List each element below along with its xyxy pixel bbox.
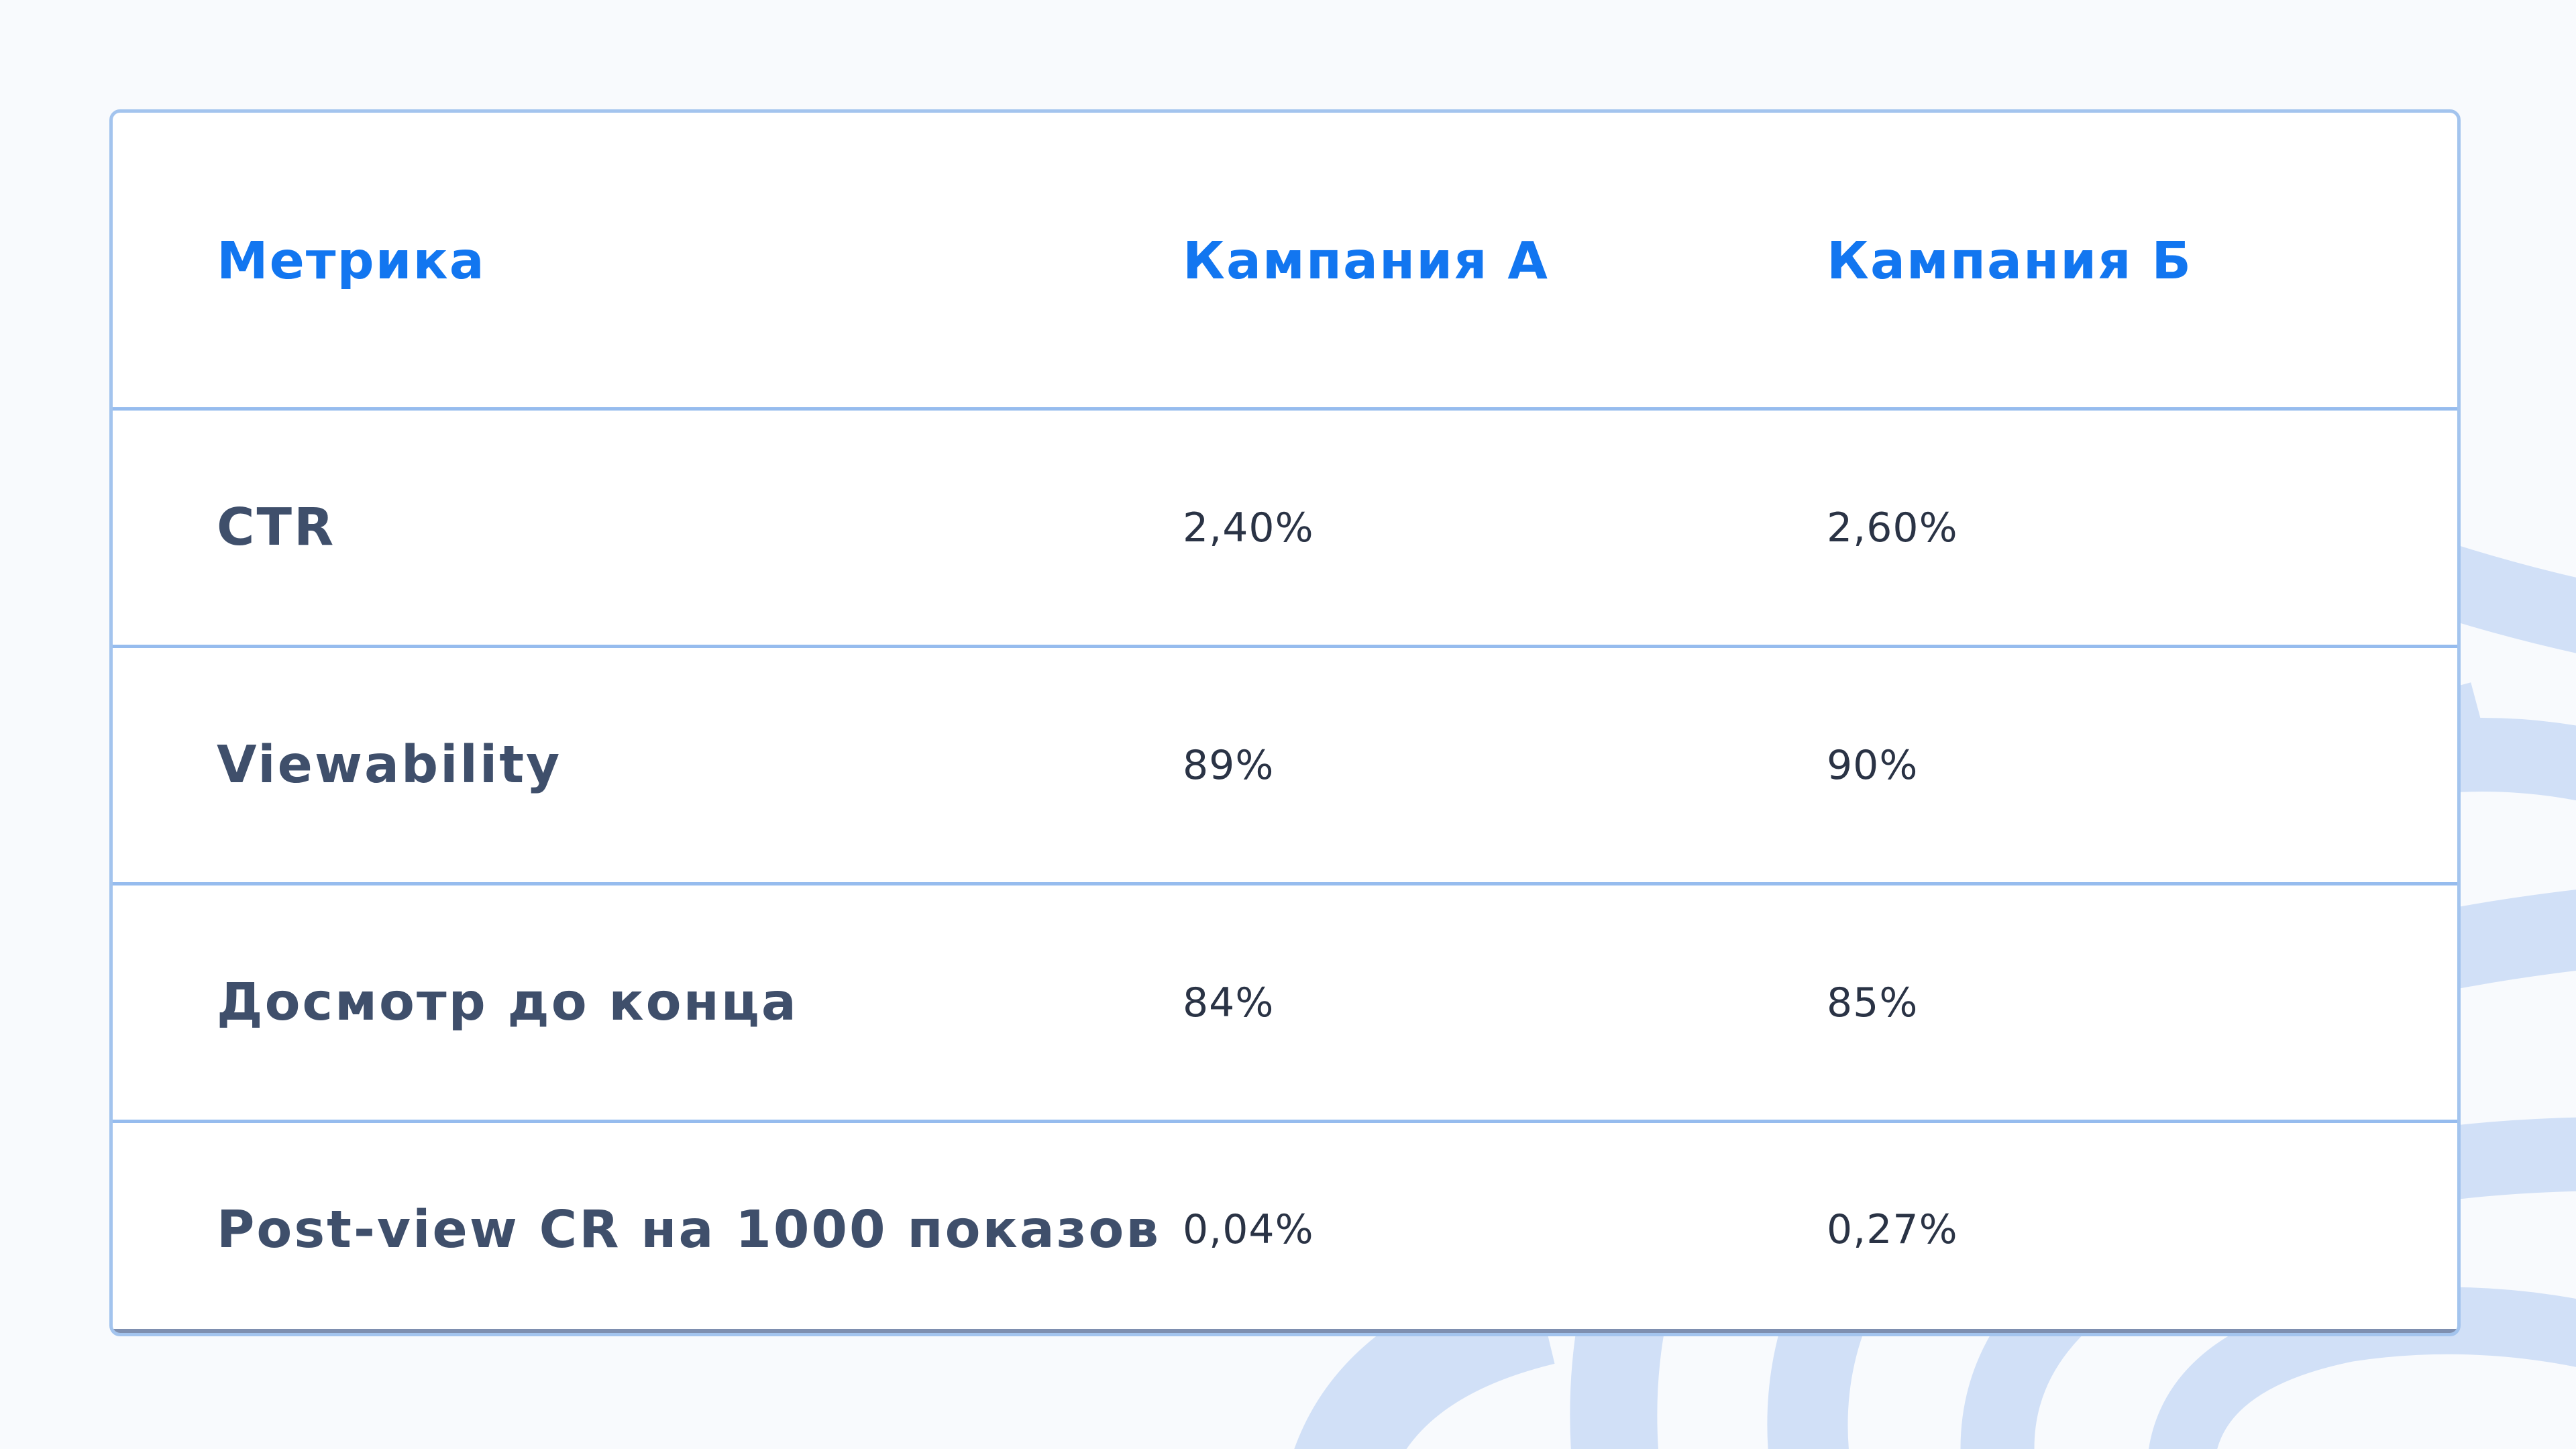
header-campaign-b: Кампания Б <box>1827 231 2193 291</box>
header-campaign-a: Кампания А <box>1183 231 1549 291</box>
campaign-b-value: 0,27% <box>1827 1206 1958 1253</box>
table-row: Viewability 89% 90% <box>113 648 2457 885</box>
table-row: CTR 2,40% 2,60% <box>113 411 2457 648</box>
table-row: Post-view CR на 1000 показов 0,04% 0,27% <box>113 1123 2457 1333</box>
campaign-a-value: 89% <box>1183 741 1275 789</box>
header-metric: Метрика <box>217 231 486 291</box>
metric-label: CTR <box>217 498 336 557</box>
campaign-a-value: 0,04% <box>1183 1206 1314 1253</box>
metric-label: Viewability <box>217 735 562 795</box>
table-row: Досмотр до конца 84% 85% <box>113 885 2457 1123</box>
table-header-row: Метрика Кампания А Кампания Б <box>113 113 2457 411</box>
campaign-b-value: 90% <box>1827 741 1919 789</box>
metric-label: Досмотр до конца <box>217 973 798 1032</box>
metric-label: Post-view CR на 1000 показов <box>217 1199 1161 1260</box>
campaign-a-value: 2,40% <box>1183 504 1314 551</box>
campaign-a-value: 84% <box>1183 979 1275 1026</box>
campaign-b-value: 2,60% <box>1827 504 1958 551</box>
comparison-table: Метрика Кампания А Кампания Б CTR 2,40% … <box>109 109 2461 1336</box>
campaign-b-value: 85% <box>1827 979 1919 1026</box>
